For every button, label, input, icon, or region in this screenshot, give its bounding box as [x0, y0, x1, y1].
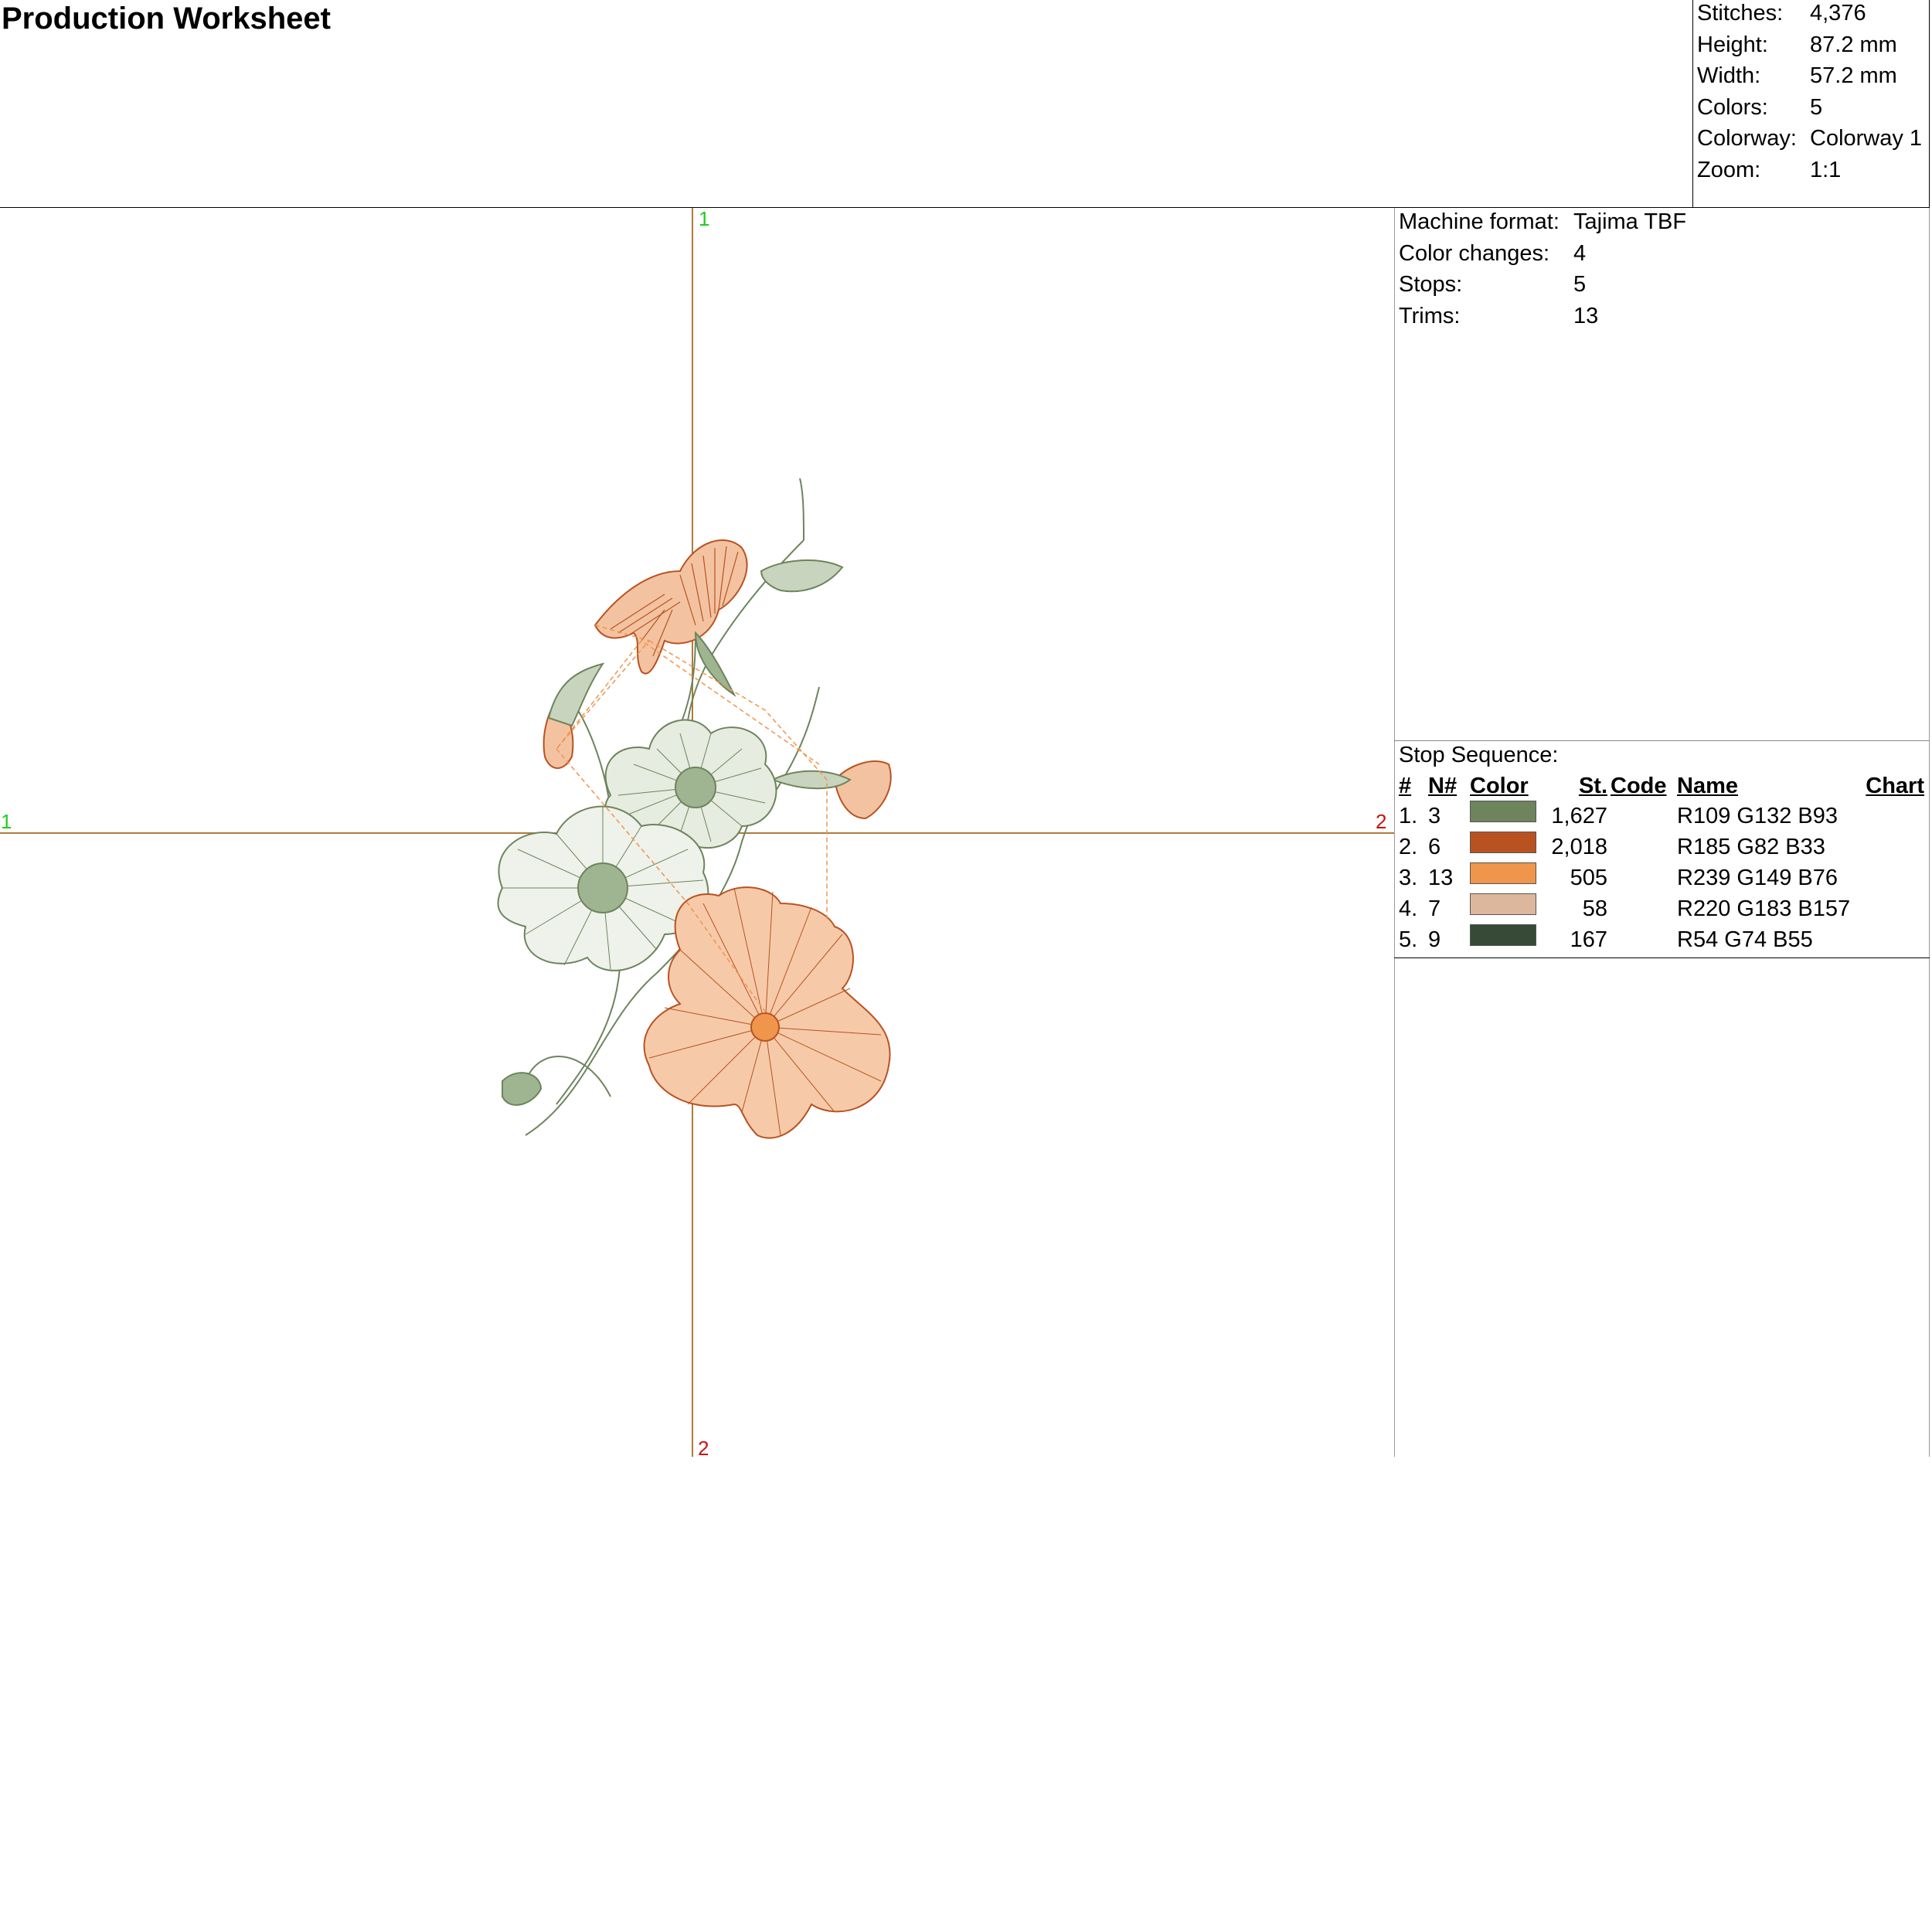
color-swatch [1470, 893, 1536, 915]
header-divider [0, 207, 1930, 208]
summary-value: Colorway 1 [1810, 126, 1923, 151]
col-header-needle: N# [1428, 774, 1458, 798]
summary-value: 57.2 mm [1810, 63, 1897, 88]
col-header-chart: Chart [1866, 774, 1924, 798]
color-swatch [1470, 924, 1536, 946]
machine-row-format: Machine format: Tajima TBF [1399, 206, 1686, 238]
design-preview: 1 1 2 2 [0, 208, 1394, 1457]
stop-needle: 7 [1428, 896, 1441, 921]
stop-needle: 13 [1428, 866, 1454, 890]
stop-sequence-title: Stop Sequence: [1399, 743, 1559, 767]
machine-label: Trims: [1399, 303, 1461, 328]
summary-value: 4,376 [1810, 1, 1866, 26]
summary-value: 1:1 [1810, 157, 1842, 182]
orange-flower-large [643, 886, 891, 1139]
stop-num: 4. [1399, 896, 1418, 921]
stop-num: 5. [1399, 927, 1418, 952]
machine-value: Tajima TBF [1573, 209, 1687, 234]
page-title: Production Worksheet [2, 2, 331, 36]
stop-num: 3. [1399, 866, 1418, 890]
axis-top-label: 1 [699, 208, 709, 230]
stop-color-name: R54 G74 B55 [1677, 927, 1813, 952]
stop-needle: 6 [1428, 835, 1441, 859]
axis-bottom-label: 2 [698, 1437, 709, 1457]
col-header-name: Name [1677, 774, 1738, 798]
machine-row-color-changes: Color changes: 4 [1399, 238, 1686, 270]
stop-needle: 9 [1428, 927, 1441, 952]
col-header-code: Code [1611, 774, 1667, 798]
top-lily-flower [594, 539, 748, 697]
stop-stitches: 505 [1570, 866, 1607, 890]
summary-row-colors: Colors: 5 [1697, 92, 1922, 124]
summary-value: 5 [1810, 94, 1823, 120]
stop-sequence-divider-top [1394, 740, 1930, 741]
summary-label: Width: [1697, 63, 1761, 88]
machine-label: Machine format: [1399, 209, 1560, 234]
color-swatch [1470, 862, 1536, 884]
machine-row-trims: Trims: 13 [1399, 301, 1686, 332]
col-header-stitches: St. [1578, 774, 1607, 798]
stop-sequence-divider-bottom [1394, 957, 1930, 958]
stop-color-name: R220 G183 B157 [1677, 896, 1851, 921]
summary-label: Zoom: [1697, 157, 1761, 182]
stop-num: 2. [1399, 835, 1418, 859]
summary-row-colorway: Colorway: Colorway 1 [1697, 123, 1922, 155]
color-swatch [1470, 832, 1536, 853]
axis-right-label: 2 [1376, 810, 1386, 833]
axis-left-label: 1 [1, 810, 12, 833]
leaf [760, 560, 844, 593]
jump-stitch-paths [556, 624, 828, 1012]
green-flower-lower [497, 805, 709, 971]
summary-label: Colorway: [1697, 126, 1797, 151]
machine-value: 13 [1573, 303, 1599, 328]
summary-row-zoom: Zoom: 1:1 [1697, 155, 1922, 186]
machine-label: Color changes: [1399, 240, 1550, 266]
stop-color-name: R109 G132 B93 [1677, 804, 1838, 828]
left-bud [543, 662, 605, 769]
stop-stitches: 2,018 [1551, 835, 1607, 859]
machine-row-stops: Stops: 5 [1399, 269, 1686, 301]
stop-stitches: 58 [1582, 896, 1607, 921]
stop-stitches: 167 [1570, 927, 1607, 952]
stop-needle: 3 [1428, 804, 1441, 828]
color-swatch [1470, 801, 1536, 822]
summary-value: 87.2 mm [1810, 32, 1897, 57]
col-header-color: Color [1470, 774, 1529, 798]
leaf [502, 1072, 543, 1106]
machine-label: Stops: [1399, 272, 1463, 297]
summary-label: Height: [1697, 32, 1768, 57]
machine-value: 5 [1573, 272, 1587, 297]
stop-num: 1. [1399, 804, 1418, 828]
summary-label: Stitches: [1697, 1, 1784, 26]
summary-border-right [1929, 0, 1930, 207]
embroidery-design [497, 478, 892, 1139]
summary-row-stitches: Stitches: 4,376 [1697, 0, 1922, 29]
design-summary: Stitches: 4,376 Height: 87.2 mm Width: 57.2… [1697, 0, 1922, 185]
summary-border-left [1692, 0, 1693, 207]
stop-color-name: R239 G149 B76 [1677, 866, 1838, 890]
summary-row-width: Width: 57.2 mm [1697, 60, 1922, 92]
summary-label: Colors: [1697, 94, 1768, 120]
machine-info: Machine format: Tajima TBF Color changes:… [1399, 206, 1686, 332]
info-panel-border-left [1394, 208, 1395, 1457]
summary-row-height: Height: 87.2 mm [1697, 29, 1922, 61]
green-flower-upper [604, 719, 777, 849]
col-header-num: # [1399, 774, 1412, 798]
stop-color-name: R185 G82 B33 [1677, 835, 1825, 859]
info-panel-border-right [1929, 208, 1930, 1457]
machine-value: 4 [1573, 240, 1587, 266]
stop-stitches: 1,627 [1551, 804, 1607, 828]
right-bud [770, 760, 892, 820]
